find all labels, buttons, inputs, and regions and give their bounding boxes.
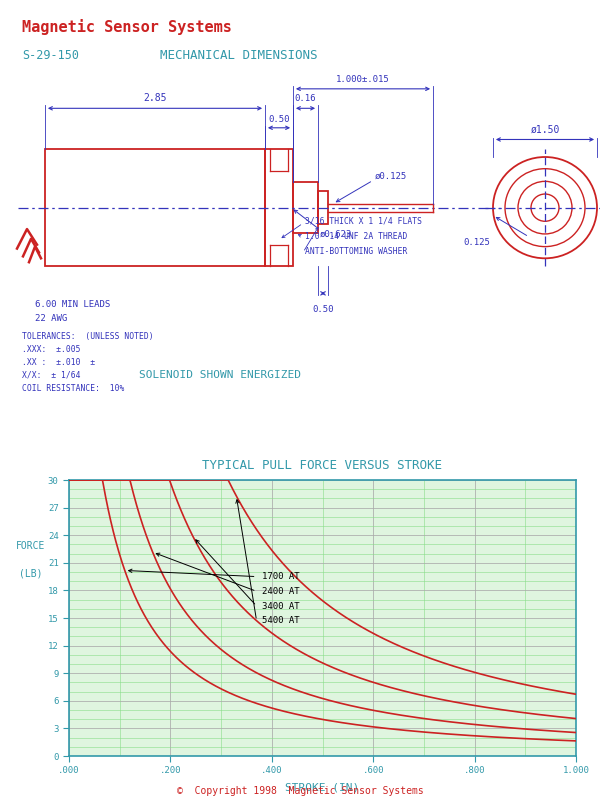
Text: 5400 AT: 5400 AT (262, 616, 299, 626)
Text: ø1.50: ø1.50 (530, 125, 560, 134)
Text: TOLERANCES:  (UNLESS NOTED)
.XXX:  ±.005
.XX :  ±.010  ±
X/X:  ± 1/64
COIL RESIS: TOLERANCES: (UNLESS NOTED) .XXX: ±.005 .… (22, 332, 154, 393)
Text: ø0.623: ø0.623 (320, 230, 352, 239)
Bar (265, 150, 293, 266)
Text: 3400 AT: 3400 AT (262, 602, 299, 610)
Text: 3/16 THICK X 1 1/4 FLATS: 3/16 THICK X 1 1/4 FLATS (305, 216, 422, 226)
X-axis label: STROKE (IN): STROKE (IN) (286, 782, 359, 792)
Text: 2400 AT: 2400 AT (262, 587, 299, 596)
Text: S-29-150: S-29-150 (22, 49, 79, 62)
Text: 0.50: 0.50 (312, 305, 334, 314)
Text: 1700 AT: 1700 AT (262, 572, 299, 581)
Bar (293, 182, 318, 233)
Text: ANTI-BOTTOMING WASHER: ANTI-BOTTOMING WASHER (305, 247, 407, 256)
Text: FORCE: FORCE (16, 541, 46, 551)
Text: 0.50: 0.50 (268, 115, 290, 124)
Text: (LB): (LB) (19, 569, 43, 578)
Text: ø0.125: ø0.125 (375, 171, 407, 181)
Text: 6.00 MIN LEADS: 6.00 MIN LEADS (35, 300, 110, 309)
Bar (45, 150, 265, 266)
Text: MECHANICAL DIMENSIONS: MECHANICAL DIMENSIONS (160, 49, 317, 62)
Text: Magnetic Sensor Systems: Magnetic Sensor Systems (22, 19, 232, 35)
Text: 1.000±.015: 1.000±.015 (336, 75, 390, 84)
Text: 1.0"-14 UNF 2A THREAD: 1.0"-14 UNF 2A THREAD (305, 232, 407, 241)
Text: 22 AWG: 22 AWG (35, 314, 67, 322)
Text: SOLENOID SHOWN ENERGIZED: SOLENOID SHOWN ENERGIZED (139, 370, 301, 380)
Text: ©  Copyright 1998  Magnetic Sensor Systems: © Copyright 1998 Magnetic Sensor Systems (176, 786, 424, 795)
Text: 2.85: 2.85 (143, 94, 167, 103)
Text: 0.16: 0.16 (295, 94, 316, 103)
Text: 0.125: 0.125 (463, 238, 490, 246)
Title: TYPICAL PULL FORCE VERSUS STROKE: TYPICAL PULL FORCE VERSUS STROKE (203, 459, 443, 472)
Bar (318, 191, 328, 224)
